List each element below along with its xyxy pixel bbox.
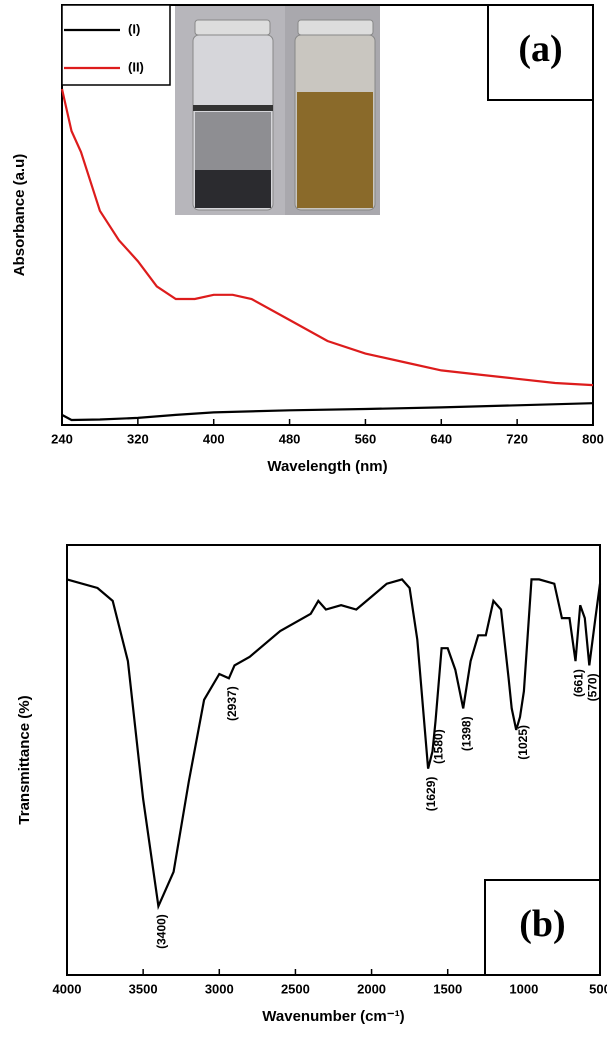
peak-label: (1629)	[424, 777, 438, 812]
y-axis-label: Transmittance (%)	[16, 695, 33, 824]
peak-label: (1025)	[516, 725, 530, 760]
peak-label: (570)	[586, 673, 600, 701]
peak-label: (1580)	[432, 729, 446, 764]
legend-label: (I)	[128, 21, 140, 36]
data-line	[66, 578, 602, 911]
x-tick-label: 4000	[53, 981, 82, 996]
x-axis-label: Wavelength (nm)	[267, 458, 387, 475]
x-tick-label: 640	[430, 431, 452, 446]
plot-frame	[61, 4, 594, 426]
x-tick-label: 1500	[433, 981, 462, 996]
panel-label-box	[487, 4, 594, 101]
x-axis-label: Wavenumber (cm⁻¹)	[262, 1008, 404, 1025]
y-axis-label: Absorbance (a.u)	[11, 154, 28, 277]
x-tick-label: 480	[279, 431, 301, 446]
inset-photo	[175, 5, 380, 215]
x-tick-label: 2000	[357, 981, 386, 996]
peak-label: (3400)	[155, 914, 169, 949]
x-tick-label: 320	[127, 431, 149, 446]
x-tick-label: 3000	[205, 981, 234, 996]
x-tick-label: 500	[589, 981, 607, 996]
peak-label: (1398)	[459, 716, 473, 751]
legend-label: (II)	[128, 59, 144, 74]
peak-label: (661)	[572, 669, 586, 697]
x-tick-label: 720	[506, 431, 528, 446]
data-line	[61, 402, 594, 422]
panel-label: (b)	[519, 903, 565, 945]
legend-box	[61, 4, 171, 86]
x-tick-label: 800	[582, 431, 604, 446]
data-line	[60, 88, 594, 387]
x-tick-label: 1000	[509, 981, 538, 996]
x-tick-label: 3500	[129, 981, 158, 996]
x-tick-label: 560	[355, 431, 377, 446]
x-tick-label: 2500	[281, 981, 310, 996]
plot-frame	[66, 544, 601, 976]
x-tick-label: 400	[203, 431, 225, 446]
panel-label: (a)	[518, 28, 562, 70]
panel-label-box	[484, 879, 601, 976]
peak-label: (2937)	[225, 686, 239, 721]
x-tick-label: 240	[51, 431, 73, 446]
